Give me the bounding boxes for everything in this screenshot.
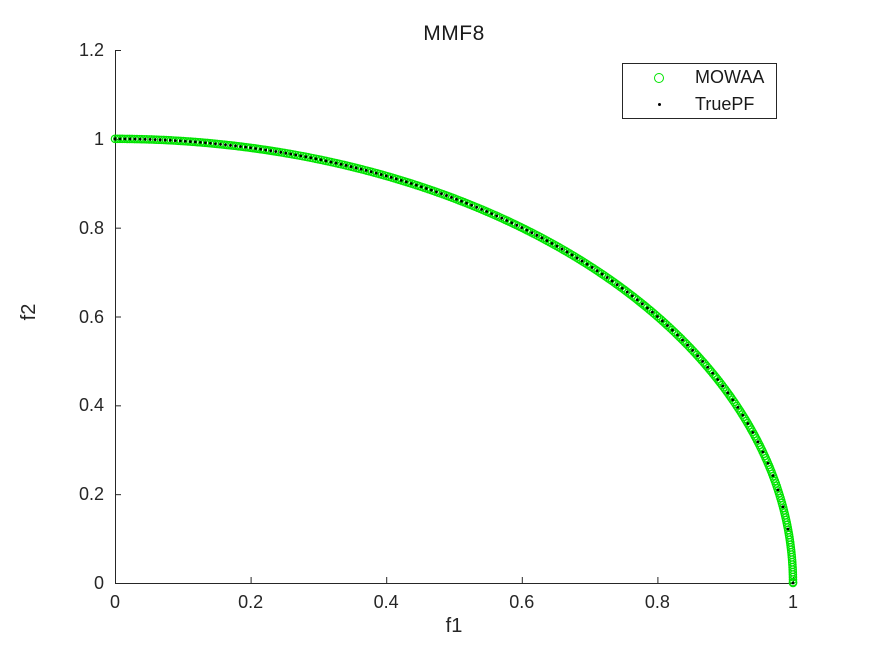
y-tick-label: 0.6 <box>78 306 104 327</box>
y-tick-label: 0.8 <box>78 217 104 238</box>
y-tick-label: 0.4 <box>78 395 104 416</box>
legend-marker-cell <box>623 103 695 106</box>
axes <box>115 50 794 584</box>
legend-box: MOWAA TruePF <box>622 63 777 119</box>
y-tick-label: 0.2 <box>78 484 104 505</box>
x-tick-label: 0.4 <box>373 592 399 612</box>
series-truepf-markers <box>113 137 795 585</box>
legend-entry-label: TruePF <box>695 94 755 114</box>
x-tick-label: 0.8 <box>644 592 670 612</box>
legend-marker-cell <box>623 72 695 83</box>
chart-title: MMF8 <box>423 22 485 45</box>
dot-marker-icon <box>657 103 661 106</box>
x-tick-label: 0.6 <box>509 592 535 612</box>
y-tick-label: 1.2 <box>78 40 104 60</box>
x-tick-label: 0.2 <box>238 592 264 612</box>
legend-entry-truepf: TruePF <box>623 91 776 118</box>
open-circle-marker-icon <box>654 72 664 83</box>
y-tick-label: 1 <box>93 128 104 149</box>
y-axis-label: f2 <box>18 303 40 321</box>
y-tick-label: 0 <box>93 573 104 593</box>
x-tick-label: 1 <box>787 592 798 612</box>
legend-entry-label: MOWAA <box>695 67 765 87</box>
series-mowaa-markers <box>110 134 798 588</box>
legend-entry-mowaa: MOWAA <box>623 64 776 91</box>
x-tick-label: 0 <box>109 592 120 612</box>
x-axis-label: f1 <box>445 615 463 637</box>
